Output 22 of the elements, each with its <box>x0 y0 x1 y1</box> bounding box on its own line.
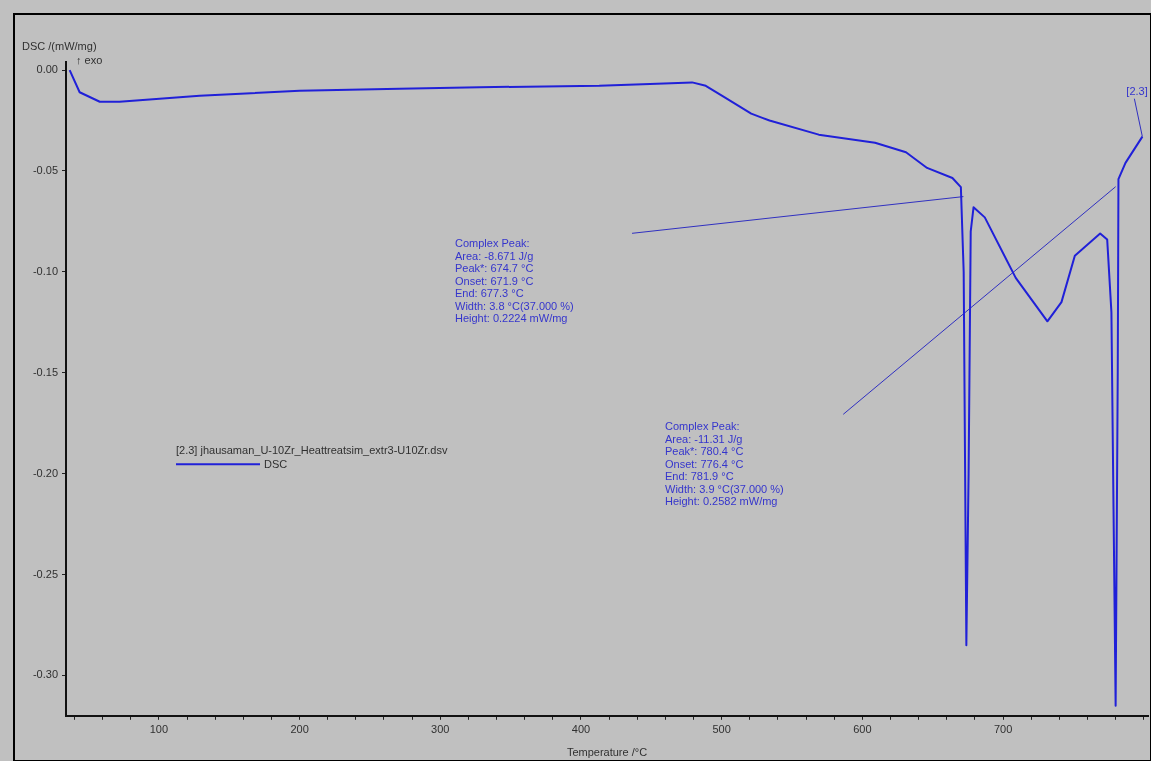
y-tick-label: -0.15 <box>32 365 58 378</box>
annotation: [2.3] <box>1126 84 1148 97</box>
x-tick-label: 600 <box>853 723 872 736</box>
x-tick-label: 200 <box>290 723 309 736</box>
y-tick-label: -0.05 <box>32 164 58 176</box>
y-tick-label: -0.25 <box>32 567 58 580</box>
annotation: Complex Peak: Area: -8.671 J/g Peak*: 674.7 °C Onset: 671.9 °C End: 677.3 °C Width: 3.8 °C(37.000 %) Height: 0.2224 mW/mg <box>455 237 574 324</box>
text: DSC <box>264 458 288 471</box>
x-tick-label: 700 <box>993 723 1013 736</box>
y-axis-title: DSC /(mW/mg) <box>22 40 97 52</box>
annotation: ↑ exo <box>76 54 103 66</box>
y-tick-label: -0.30 <box>32 668 58 681</box>
x-tick-label: 500 <box>712 723 731 736</box>
y-tick-label: -0.20 <box>32 466 58 479</box>
y-tick-label: 0.00 <box>36 63 58 76</box>
x-tick-label: 400 <box>571 723 591 736</box>
x-tick-label: 300 <box>431 723 450 736</box>
legend-title: [2.3] jhausaman_U-10Zr_Heattreatsim_extr3-U10Zr.dsv <box>176 444 448 457</box>
annotation: Complex Peak: Area: -11.31 J/g Peak*: 780.4 °C Onset: 776.4 °C End: 781.9 °C Width: 3.9 °C(37.000 %) Height: 0.2582 mW/mg <box>665 420 784 507</box>
x-axis-title: Temperature /°C <box>566 746 648 758</box>
y-tick-label: -0.10 <box>32 264 58 277</box>
x-tick-label: 100 <box>149 723 169 736</box>
